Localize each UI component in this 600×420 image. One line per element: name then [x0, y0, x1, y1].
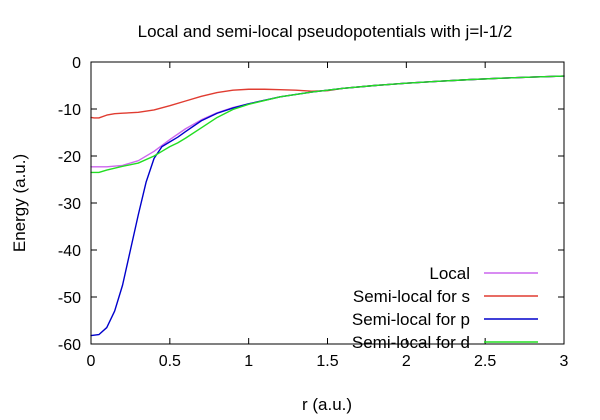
x-axis-label: r (a.u.): [302, 395, 352, 414]
y-tick-label: -60: [58, 337, 81, 354]
axis-ticks: 0 0.5 1 1.5 2 2.5 3 -60 -50 -40 -30 -20 -10 0: [58, 55, 569, 370]
x-tick-label: 2: [402, 353, 411, 370]
x-tick-label: 0: [87, 353, 96, 370]
series-line-semi-local-for-d: [90, 75, 565, 174]
x-tick-label: 3: [560, 353, 569, 370]
y-tick-label: -30: [58, 196, 81, 213]
x-tick-label: 2.5: [474, 353, 496, 370]
x-tick-label: 1.5: [316, 353, 338, 370]
y-axis-label: Energy (a.u.): [10, 154, 29, 252]
y-tick-label: -40: [58, 243, 81, 260]
legend-label-semi-local-for-d: Semi-local for d: [352, 333, 470, 352]
chart-title: Local and semi-local pseudopotentials wi…: [138, 22, 513, 41]
y-tick-label: -10: [58, 102, 81, 119]
legend-label-semi-local-for-p: Semi-local for p: [352, 310, 470, 329]
x-tick-label: 1: [244, 353, 253, 370]
series-line-semi-local-for-s: [90, 75, 565, 119]
y-tick-label: 0: [72, 55, 81, 72]
y-tick-label: -20: [58, 149, 81, 166]
legend-label-local: Local: [429, 264, 470, 283]
x-tick-label: 0.5: [159, 353, 181, 370]
series-lines: [90, 75, 565, 337]
legend: Local Semi-local for s Semi-local for p Sem…: [352, 264, 538, 352]
plot-frame: [90, 61, 565, 345]
y-tick-label: -50: [58, 290, 81, 307]
legend-label-semi-local-for-s: Semi-local for s: [353, 287, 470, 306]
